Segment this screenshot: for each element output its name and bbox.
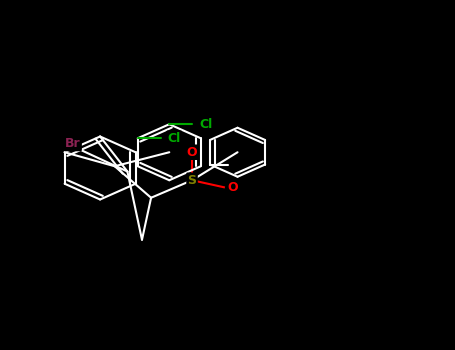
Text: Cl: Cl [167, 132, 181, 145]
Text: Br: Br [65, 137, 81, 150]
Text: O: O [187, 146, 197, 159]
Text: Cl: Cl [199, 118, 212, 131]
Text: O: O [228, 181, 238, 194]
Text: S: S [187, 174, 197, 187]
